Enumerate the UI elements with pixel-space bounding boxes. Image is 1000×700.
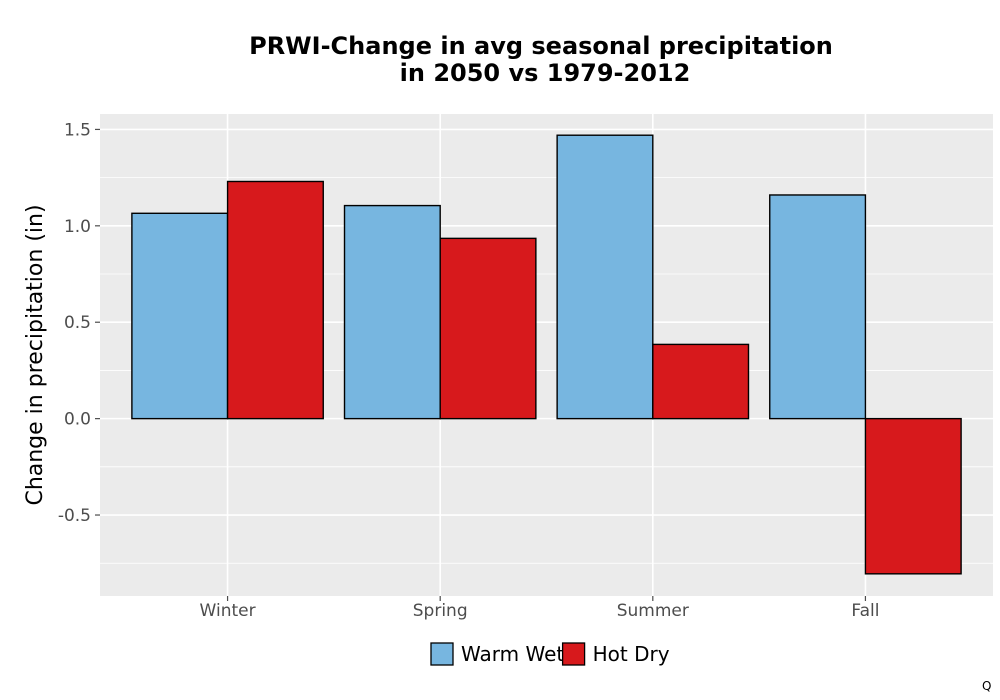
bar (652, 343, 750, 420)
x-axis: Winter Spring Summer Fall (200, 596, 879, 621)
bars (131, 134, 962, 575)
bar (226, 180, 324, 420)
x-tick-label: Winter (200, 601, 256, 621)
y-axis-title: Change in precipitation (in) (23, 204, 48, 505)
chart-title-line-1: PRWI-Change in avg seasonal precipitatio… (249, 32, 833, 60)
legend-key (561, 642, 586, 666)
bar (131, 212, 229, 420)
legend: Warm Wet Hot Dry (430, 642, 670, 666)
bar (864, 417, 962, 575)
x-tick-label: Fall (851, 601, 879, 621)
y-tick-label: 0.0 (64, 410, 91, 430)
chart-title-line-2: in 2050 vs 1979-2012 (400, 59, 691, 87)
bar (343, 204, 441, 420)
bar (769, 194, 867, 420)
x-tick-label: Summer (617, 601, 689, 621)
y-axis: -0.5 0.0 0.5 1.0 1.5 (58, 120, 100, 526)
y-tick-label: 1.0 (64, 217, 91, 237)
y-tick-label: 1.5 (64, 120, 91, 140)
legend-label: Hot Dry (593, 642, 670, 666)
y-tick-label: 0.5 (64, 313, 91, 333)
x-tick-label: Spring (413, 601, 468, 621)
corner-mark: Q (982, 679, 991, 693)
y-tick-label: -0.5 (58, 506, 91, 526)
legend-key (430, 642, 454, 666)
legend-label: Warm Wet (461, 642, 564, 666)
bar (556, 134, 654, 420)
bar (439, 237, 537, 420)
